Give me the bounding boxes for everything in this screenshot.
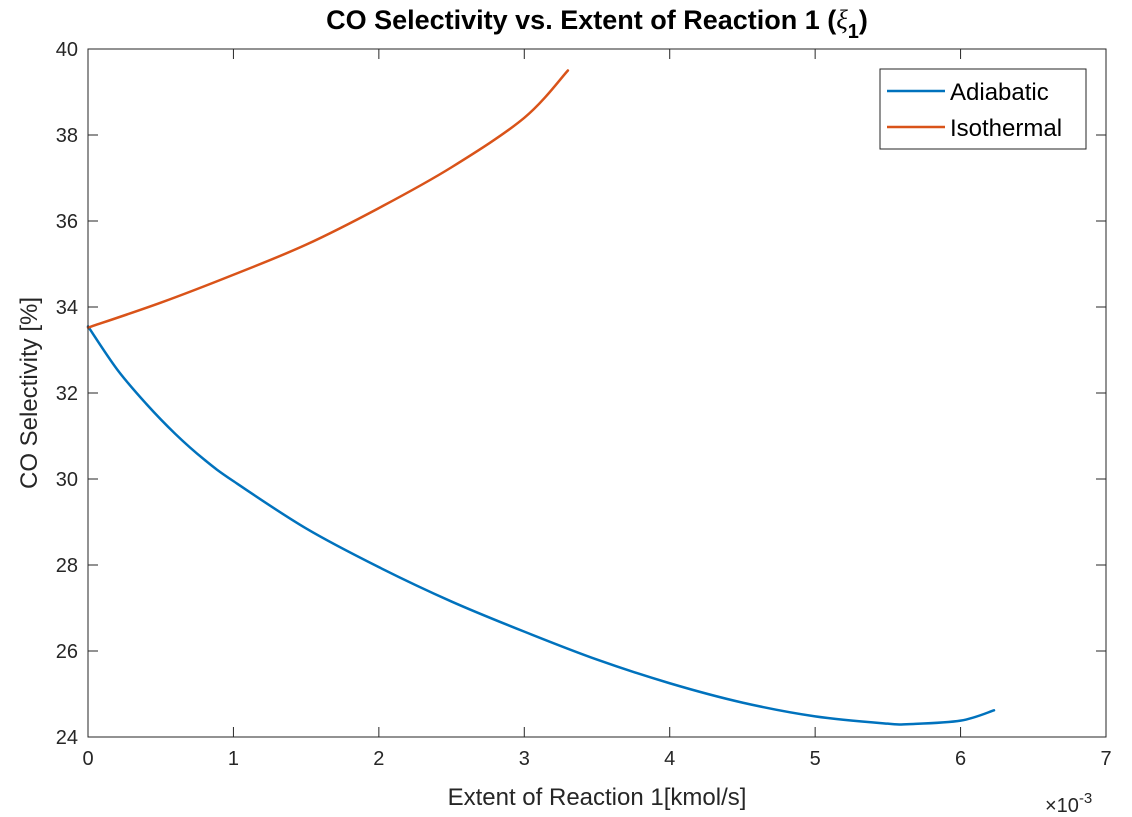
x-tick-label: 2 xyxy=(373,748,384,770)
x-tick-label: 1 xyxy=(228,748,239,770)
y-axis-label: CO Selectivity [%] xyxy=(16,297,43,489)
legend-label-adiabatic: Adiabatic xyxy=(950,79,1049,106)
y-tick-label: 36 xyxy=(56,211,78,233)
x-axis-exponent-power: -3 xyxy=(1079,790,1092,807)
y-tick-label: 32 xyxy=(56,383,78,405)
y-tick-label: 30 xyxy=(56,469,78,491)
x-tick-label: 4 xyxy=(664,748,675,770)
y-tick-label: 38 xyxy=(56,125,78,147)
y-tick-label: 40 xyxy=(56,39,78,61)
legend-box xyxy=(879,68,1087,150)
y-tick-label: 34 xyxy=(56,297,78,319)
plot-frame xyxy=(87,48,1107,738)
series-lines xyxy=(86,69,996,726)
y-tick-label: 24 xyxy=(56,727,78,749)
x-tick-label: 7 xyxy=(1100,748,1111,770)
chart-title-symbol: ξ xyxy=(836,5,848,35)
y-tick-label: 26 xyxy=(56,641,78,663)
chart-title-subscript: 1 xyxy=(848,21,859,43)
chart-title: CO Selectivity vs. Extent of Reaction 1 … xyxy=(326,5,868,43)
chart-title-prefix: CO Selectivity vs. Extent of Reaction 1 … xyxy=(326,5,836,35)
x-axis-label: Extent of Reaction 1[kmol/s] xyxy=(448,784,747,811)
plot-area xyxy=(88,49,1106,737)
series-line-adiabatic xyxy=(86,325,996,726)
legend: Adiabatic Isothermal xyxy=(879,68,1087,150)
x-tick-label: 0 xyxy=(82,748,93,770)
x-tick-label: 5 xyxy=(810,748,821,770)
x-tick-label: 6 xyxy=(955,748,966,770)
chart-title-suffix: ) xyxy=(859,5,868,35)
x-axis-exponent-base: ×10 xyxy=(1045,795,1079,817)
x-axis-exponent: ×10-3 xyxy=(1045,790,1092,817)
legend-label-isothermal: Isothermal xyxy=(950,115,1062,142)
x-tick-label: 3 xyxy=(519,748,530,770)
y-tick-label: 28 xyxy=(56,555,78,577)
series-line-isothermal xyxy=(86,69,570,329)
